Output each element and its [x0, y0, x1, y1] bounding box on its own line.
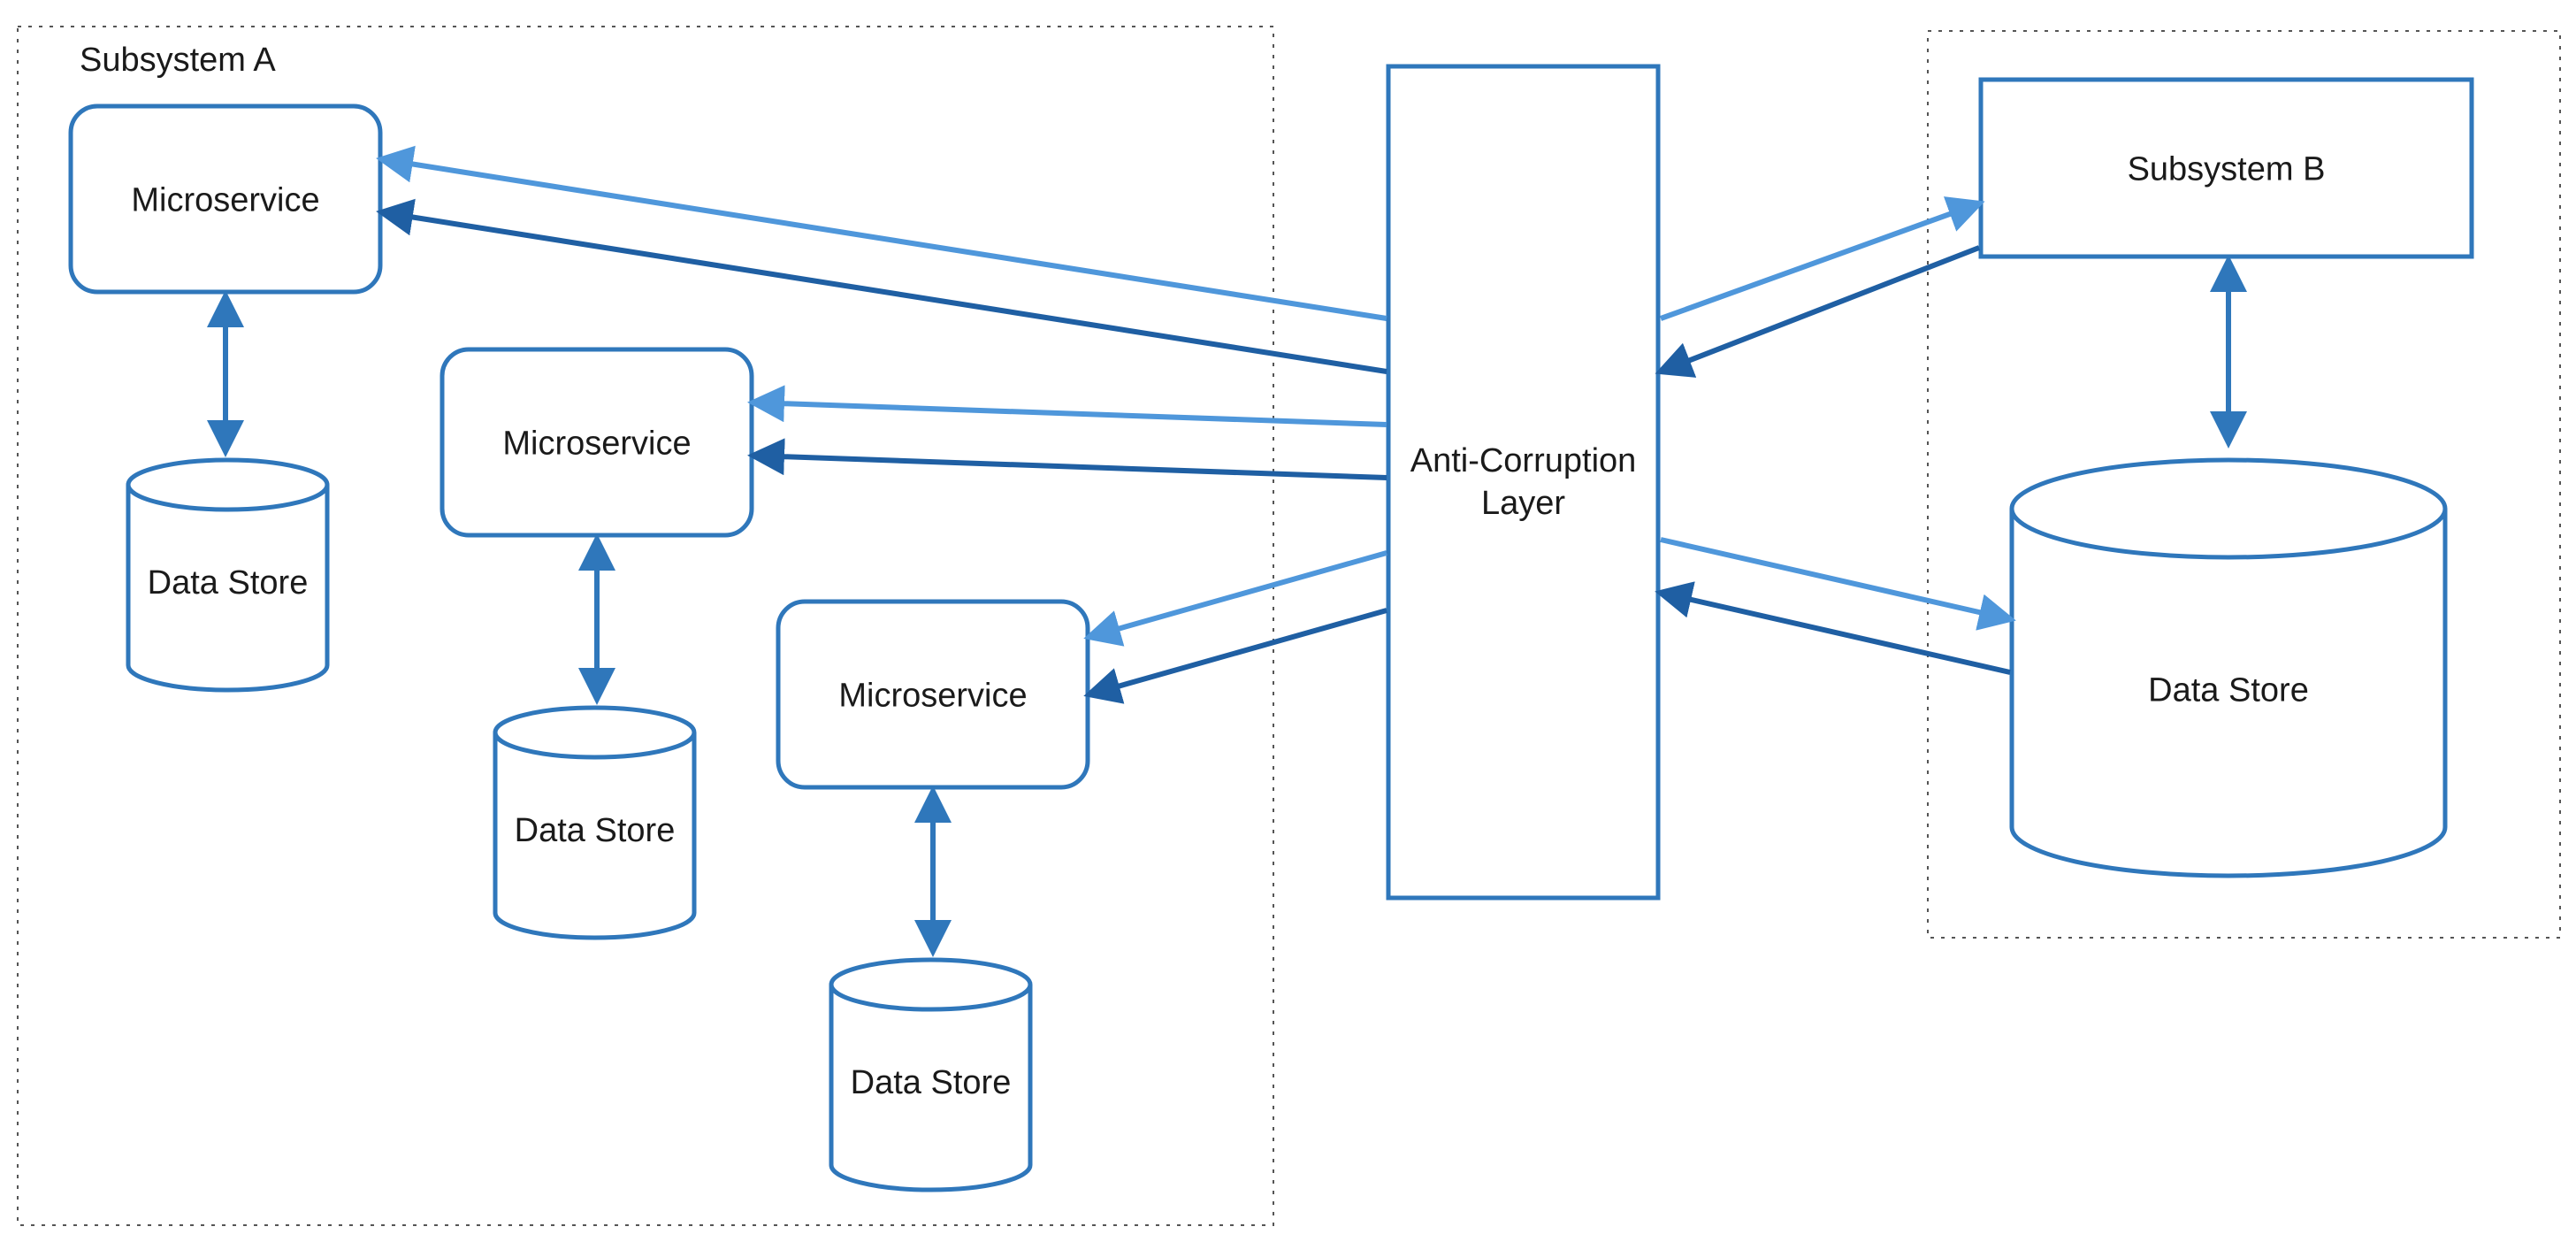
node-sb: Subsystem B [1981, 80, 2472, 257]
subsystem-label-subA: Subsystem A [80, 42, 276, 79]
node-label-acl-2: Layer [1481, 485, 1565, 522]
node-ms3: Microservice [778, 602, 1088, 787]
node-label-ms2: Microservice [502, 425, 691, 462]
architecture-diagram: Subsystem A Microservice Microservice Micro… [0, 0, 2576, 1242]
node-label-ds2: Data Store [515, 812, 676, 849]
node-ds1: Data Store [128, 460, 327, 690]
node-ds3: Data Store [831, 960, 1030, 1190]
node-label-acl-1: Anti-Corruption [1410, 442, 1637, 479]
arrow-dark-1 [753, 456, 1387, 478]
arrow-light-1 [753, 402, 1387, 425]
node-ms1: Microservice [71, 106, 380, 292]
node-label-sb: Subsystem B [2128, 150, 2326, 188]
arrow-light-3 [1661, 203, 1979, 318]
node-label-ms1: Microservice [131, 181, 319, 218]
arrow-dark-3 [1661, 248, 1979, 372]
node-label-dsB: Data Store [2148, 672, 2309, 709]
node-ms2: Microservice [442, 349, 752, 535]
node-dsB: Data Store [2012, 460, 2445, 876]
node-ds2: Data Store [495, 708, 694, 938]
node-label-ds1: Data Store [148, 564, 309, 602]
node-acl: Anti-Corruption Layer [1388, 66, 1658, 898]
node-label-ds3: Data Store [851, 1064, 1012, 1101]
node-label-ms3: Microservice [838, 677, 1027, 714]
